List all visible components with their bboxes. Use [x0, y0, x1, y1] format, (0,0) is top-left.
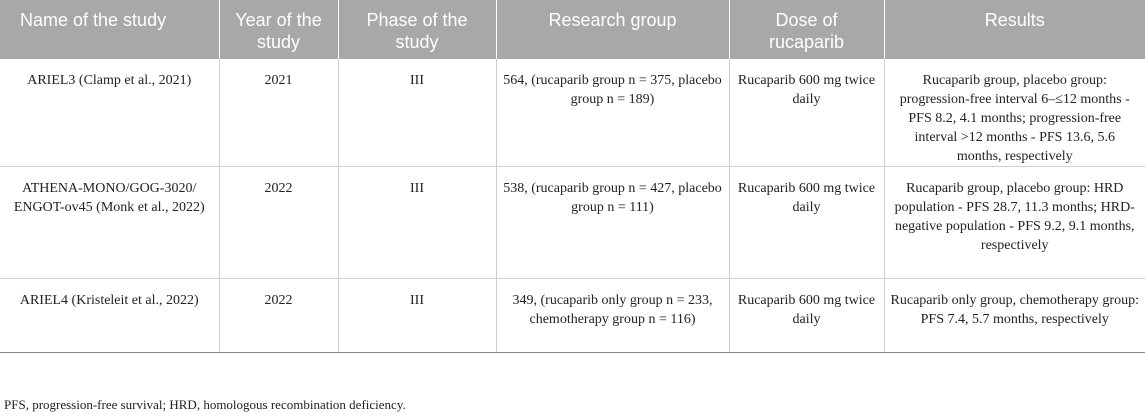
- table-header: Name of the study Year of the study Phas…: [0, 0, 1145, 59]
- header-dose: Dose of rucaparib: [729, 0, 885, 59]
- cell-year: 2022: [219, 166, 339, 279]
- header-phase: Phase of the study: [338, 0, 497, 59]
- cell-phase: III: [338, 278, 497, 353]
- cell-results: Rucaparib only group, chemotherapy group…: [884, 278, 1145, 353]
- cell-study-name: ARIEL3 (Clamp et al., 2021): [0, 59, 220, 167]
- cell-results: Rucaparib group, placebo group: progress…: [884, 59, 1145, 167]
- cell-phase: III: [338, 166, 497, 279]
- cell-research-group: 538, (rucaparib group n = 427, placebo g…: [496, 166, 730, 279]
- cell-dose: Rucaparib 600 mg twice daily: [729, 59, 885, 167]
- cell-phase: III: [338, 59, 497, 167]
- header-year: Year of the study: [219, 0, 339, 59]
- table-row: ARIEL3 (Clamp et al., 2021) 2021 III 564…: [0, 59, 1145, 167]
- cell-dose: Rucaparib 600 mg twice daily: [729, 166, 885, 279]
- header-results: Results: [884, 0, 1145, 59]
- table-footnote: PFS, progression-free survival; HRD, hom…: [4, 397, 406, 412]
- header-row: Name of the study Year of the study Phas…: [0, 0, 1145, 59]
- cell-year: 2022: [219, 278, 339, 353]
- cell-research-group: 349, (rucaparib only group n = 233, chem…: [496, 278, 730, 353]
- cell-results: Rucaparib group, placebo group: HRD popu…: [884, 166, 1145, 279]
- table-body: ARIEL3 (Clamp et al., 2021) 2021 III 564…: [0, 59, 1145, 353]
- header-name: Name of the study: [0, 0, 220, 59]
- header-research-group: Research group: [496, 0, 730, 59]
- cell-study-name: ATHENA-MONO/GOG-3020/ ENGOT-ov45 (Monk e…: [0, 166, 220, 279]
- studies-table: Name of the study Year of the study Phas…: [0, 0, 1145, 353]
- table-row: ATHENA-MONO/GOG-3020/ ENGOT-ov45 (Monk e…: [0, 166, 1145, 279]
- table-row: ARIEL4 (Kristeleit et al., 2022) 2022 II…: [0, 278, 1145, 353]
- cell-dose: Rucaparib 600 mg twice daily: [729, 278, 885, 353]
- cell-study-name: ARIEL4 (Kristeleit et al., 2022): [0, 278, 220, 353]
- cell-year: 2021: [219, 59, 339, 167]
- cell-research-group: 564, (rucaparib group n = 375, placebo g…: [496, 59, 730, 167]
